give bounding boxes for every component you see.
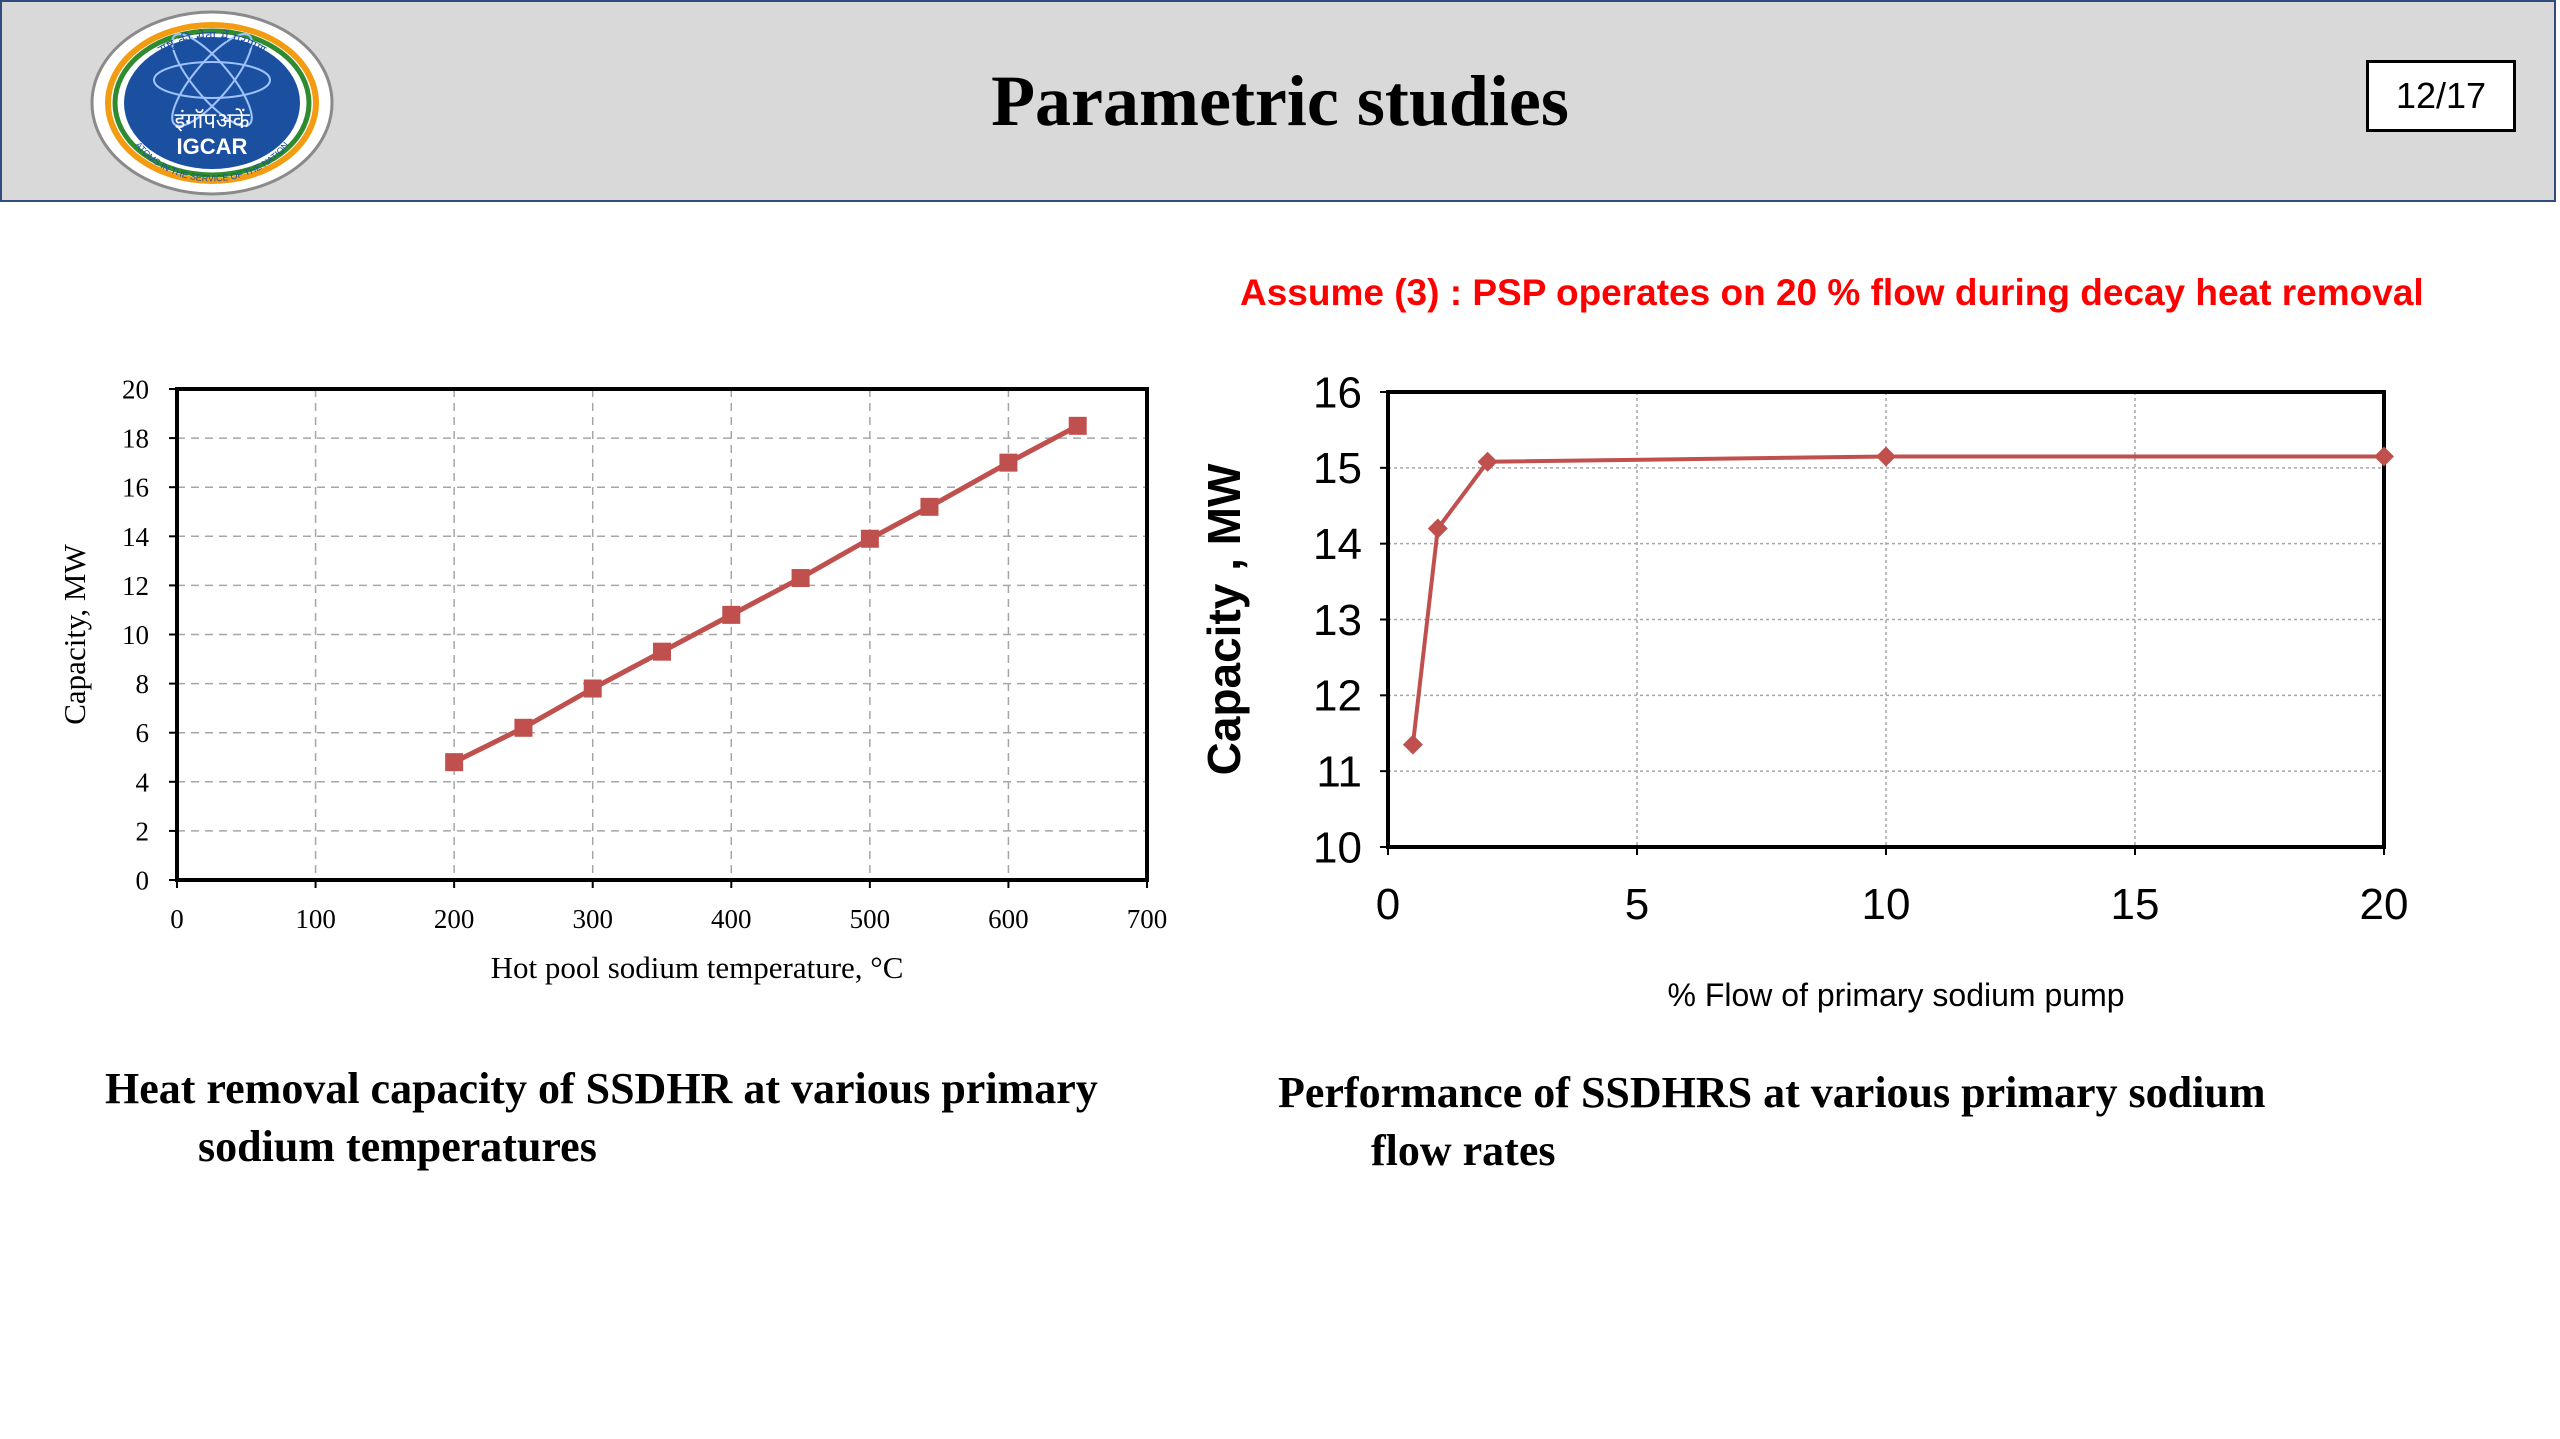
x-tick-label: 600 bbox=[988, 904, 1029, 934]
y-tick-label: 12 bbox=[122, 571, 149, 601]
data-series-line bbox=[1410, 454, 2384, 745]
y-tick-label: 4 bbox=[136, 767, 150, 797]
x-tick-label: 500 bbox=[850, 904, 891, 934]
slide-header bbox=[0, 0, 2556, 202]
data-point-marker bbox=[920, 497, 939, 516]
data-point-marker bbox=[860, 529, 879, 548]
x-tick-label: 15 bbox=[2111, 880, 2160, 929]
temperature-capacity-chart: 0 100 200 300 400 500 600 700 0 2 4 6 8 10 12 14 16 18 20 H… bbox=[57, 374, 1168, 985]
y-tick-label: 6 bbox=[136, 718, 150, 748]
data-point-marker bbox=[1477, 451, 1498, 472]
y-tick-label: 10 bbox=[1313, 823, 1362, 872]
data-point-marker bbox=[514, 718, 533, 737]
y-tick-label: 10 bbox=[122, 620, 149, 650]
assumption-note: Assume (3) : PSP operates on 20 % flow d… bbox=[1240, 272, 2424, 313]
data-point-marker bbox=[583, 679, 602, 698]
left-caption-line2: sodium temperatures bbox=[198, 1122, 597, 1171]
x-tick-label: 400 bbox=[711, 904, 752, 934]
x-axis-title: Hot pool sodium temperature, °C bbox=[491, 950, 904, 985]
y-axis-title: Capacity , MW bbox=[1198, 463, 1250, 775]
y-tick-label: 2 bbox=[136, 816, 150, 846]
y-tick-label: 18 bbox=[122, 424, 149, 454]
x-tick-label: 700 bbox=[1127, 904, 1168, 934]
y-axis-title: Capacity, MW bbox=[57, 544, 92, 725]
y-tick-label: 15 bbox=[1313, 444, 1362, 493]
x-tick-label: 5 bbox=[1625, 880, 1649, 929]
y-tick-label: 16 bbox=[122, 473, 149, 503]
data-point-marker bbox=[2374, 446, 2394, 467]
data-point-marker bbox=[999, 453, 1018, 472]
right-chart-caption: Performance of SSDHRS at various primary… bbox=[1278, 1064, 2266, 1180]
igcar-logo: इंगॉपअकें IGCAR राष्ट्र की सेवा में परमा… bbox=[90, 10, 334, 196]
left-chart-caption: Heat removal capacity of SSDHR at variou… bbox=[105, 1060, 1098, 1176]
data-point-marker bbox=[791, 569, 810, 588]
y-tick-label: 16 bbox=[1313, 368, 1362, 417]
x-tick-label: 100 bbox=[295, 904, 336, 934]
data-point-marker bbox=[722, 605, 741, 624]
x-axis-title: % Flow of primary sodium pump bbox=[1667, 977, 2124, 1013]
slide-title: Parametric studies bbox=[991, 60, 1569, 141]
x-tick-label: 20 bbox=[2360, 880, 2409, 929]
y-tick-label: 0 bbox=[136, 865, 150, 895]
data-point-marker bbox=[1068, 416, 1087, 435]
data-point-marker bbox=[653, 642, 671, 661]
data-point-marker bbox=[445, 753, 464, 772]
y-tick-label: 12 bbox=[1313, 672, 1362, 721]
x-tick-label: 200 bbox=[434, 904, 475, 934]
x-tick-label: 300 bbox=[572, 904, 613, 934]
right-caption-line1: Performance of SSDHRS at various primary… bbox=[1278, 1068, 2266, 1117]
y-tick-label: 20 bbox=[122, 374, 149, 404]
data-point-marker bbox=[1876, 446, 1896, 467]
y-tick-label: 8 bbox=[136, 669, 150, 699]
x-tick-label: 10 bbox=[1862, 880, 1911, 929]
y-tick-label: 14 bbox=[1313, 520, 1362, 569]
x-tick-label: 0 bbox=[1376, 880, 1400, 929]
data-point-marker bbox=[1402, 734, 1423, 755]
y-tick-label: 13 bbox=[1313, 596, 1362, 645]
data-series-line bbox=[453, 423, 1079, 765]
flow-capacity-chart: 0 5 10 15 20 10 11 12 13 14 15 16 % Flow of primary … bbox=[1198, 368, 2409, 1013]
data-point-marker bbox=[1427, 518, 1448, 539]
right-caption-line2: flow rates bbox=[1371, 1126, 1556, 1175]
left-caption-line1: Heat removal capacity of SSDHR at variou… bbox=[105, 1064, 1098, 1113]
y-tick-label: 14 bbox=[122, 522, 150, 552]
logo-text-hindi: इंगॉपअकें bbox=[174, 108, 250, 134]
page-number: 12/17 bbox=[2366, 60, 2516, 132]
y-tick-label: 11 bbox=[1316, 748, 1362, 797]
logo-text-igcar: IGCAR bbox=[177, 134, 248, 159]
x-tick-label: 0 bbox=[170, 904, 184, 934]
